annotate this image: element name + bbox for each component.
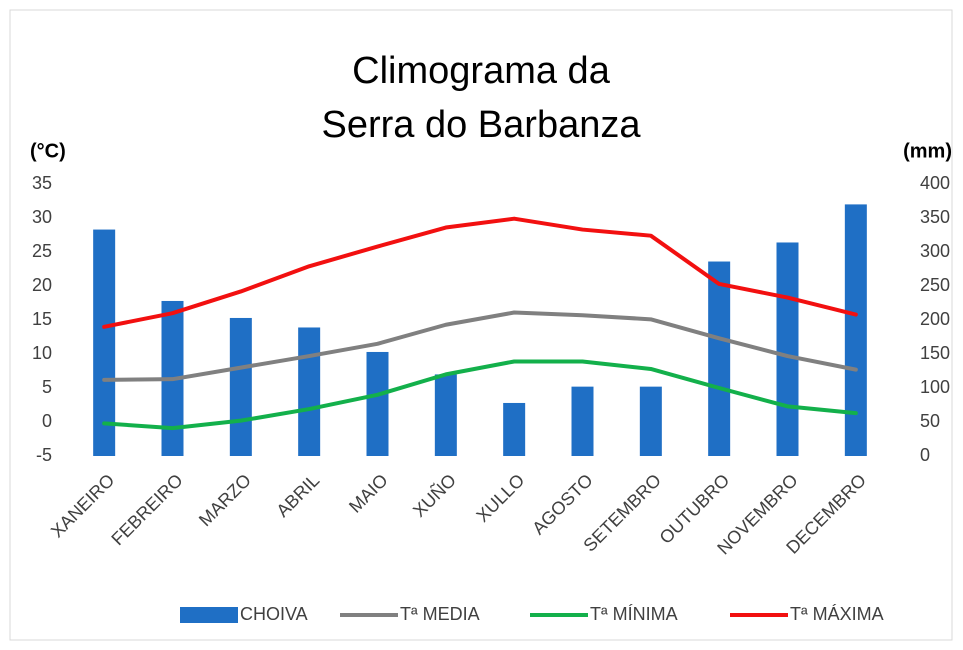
chart-title: Serra do Barbanza [322,104,642,146]
y-tick-label: 0 [42,411,52,431]
y-tick-label: 20 [32,275,52,295]
bar [434,374,457,456]
bar [503,402,526,456]
y2-axis-label: (mm) [903,140,952,162]
line [102,359,858,431]
y2-tick-label: 350 [920,207,950,227]
legend-label: CHOIVA [240,604,308,624]
y-tick-label: -5 [36,445,52,465]
bar [844,204,867,456]
y-tick-label: 35 [32,173,52,193]
legend-label: Tª MÍNIMA [590,604,678,624]
bar [298,327,321,456]
y-tick-label: 30 [32,207,52,227]
bar [708,261,731,456]
y2-tick-label: 0 [920,445,930,465]
legend-label: Tª MEDIA [400,604,480,624]
bar [229,317,252,456]
y-axis-label: (°C) [30,140,66,162]
legend-label: Tª MÁXIMA [790,604,884,624]
y2-tick-label: 300 [920,241,950,261]
line [102,216,858,329]
bar [93,229,116,456]
y-tick-label: 5 [42,377,52,397]
y2-tick-label: 150 [920,343,950,363]
bar [639,386,662,456]
line [102,310,858,382]
legend-swatch [180,607,238,623]
y2-tick-label: 100 [920,377,950,397]
y2-tick-label: 400 [920,173,950,193]
y2-tick-label: 250 [920,275,950,295]
bar [366,351,389,456]
chart-title: Climograma da [352,50,611,92]
y-tick-label: 15 [32,309,52,329]
bar [571,386,594,456]
y-tick-label: 25 [32,241,52,261]
y-tick-label: 10 [32,343,52,363]
bar [776,242,799,456]
y2-tick-label: 200 [920,309,950,329]
y2-tick-label: 50 [920,411,940,431]
